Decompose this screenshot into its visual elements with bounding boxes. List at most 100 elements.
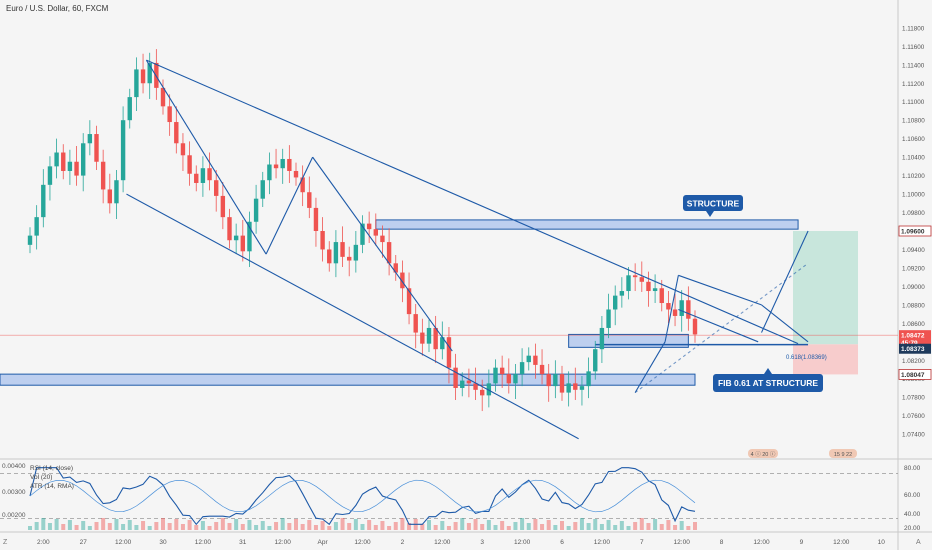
candle-body	[453, 367, 458, 388]
timezone-z-icon[interactable]: Z	[3, 539, 8, 546]
candle-body	[559, 374, 565, 393]
candle-body	[586, 371, 591, 387]
candle-body	[513, 374, 518, 384]
volume-bar	[466, 523, 471, 530]
time-tick-label: 12:00	[514, 539, 531, 546]
volume-bar	[380, 521, 385, 530]
event-marker-2[interactable]: 15 9 22	[829, 449, 857, 458]
price-tick-label: 1.09400	[902, 247, 925, 254]
event-marker-1[interactable]: 4 ⓘ 20 ⓘ	[748, 449, 778, 458]
price-badge-box	[899, 330, 931, 341]
price-tick-label: 1.08200	[902, 358, 925, 365]
time-tick-label: 12:00	[354, 539, 371, 546]
volume-bar	[613, 525, 618, 530]
volume-bar	[619, 521, 624, 530]
candle-body	[114, 180, 119, 204]
price-tick-label: 1.10000	[902, 192, 925, 199]
indicator-tick-20: 20.00	[904, 525, 921, 532]
time-tick-label: 8	[720, 539, 724, 546]
volume-bar	[141, 521, 146, 530]
drawings-layer[interactable]	[126, 59, 809, 440]
volume-bar	[254, 525, 259, 530]
candle-body	[519, 362, 525, 375]
candle-body	[227, 217, 232, 241]
candle-body	[27, 235, 33, 245]
volume-bar	[127, 520, 132, 530]
candle-body	[433, 327, 438, 350]
flag-upper	[678, 274, 762, 306]
candle-body	[493, 367, 498, 384]
time-tick-label: 12:00	[753, 539, 770, 546]
candle-body	[253, 198, 259, 222]
time-tick-label: 9	[800, 539, 804, 546]
candle-body	[573, 383, 578, 390]
channel-lower-line	[126, 193, 579, 440]
time-tick-label: 2	[401, 539, 405, 546]
candle-body	[333, 242, 339, 264]
candle-body	[406, 288, 412, 315]
candle-body	[460, 380, 465, 388]
price-tick-label: 1.07400	[902, 432, 925, 439]
price-tick-label: 1.10800	[902, 118, 925, 125]
time-tick-label: 10	[878, 539, 886, 546]
time-tick-label: 30	[159, 539, 167, 546]
atr-line	[29, 479, 696, 513]
zigzag-leg-1	[145, 59, 267, 255]
auto-scale-icon[interactable]: A	[916, 539, 921, 546]
candle-body	[539, 364, 545, 375]
volume-bar	[28, 526, 32, 530]
volume-bar	[287, 523, 292, 530]
volume-bar	[673, 525, 678, 530]
volume-bar	[134, 525, 139, 530]
candle-body	[593, 349, 598, 372]
candle-body	[34, 217, 39, 236]
price-tick-label: 1.08600	[902, 321, 925, 328]
price-tick-label: 1.08800	[902, 302, 925, 309]
candle-body	[666, 303, 671, 310]
candle-body	[180, 143, 186, 156]
candle-body	[386, 242, 392, 264]
price-tick-label: 1.10600	[902, 136, 925, 143]
volume-bar	[486, 520, 491, 530]
volume-bar	[161, 518, 165, 530]
volume-bar	[407, 523, 412, 530]
price-badge-box	[898, 225, 932, 237]
candle-body	[526, 355, 531, 363]
volume-bar	[360, 524, 365, 530]
price-tick-label: 1.07600	[902, 413, 925, 420]
stop-box	[793, 344, 858, 375]
structure-callout[interactable]: STRUCTURE	[683, 195, 743, 217]
time-tick-label: 12:00	[434, 539, 451, 546]
volume-bar	[121, 524, 126, 530]
time-tick-label: 12:00	[195, 539, 212, 546]
volume-bar	[653, 519, 658, 530]
candle-body	[639, 277, 644, 282]
candle-body	[679, 300, 684, 316]
volume-bar	[214, 522, 219, 530]
volume-bar	[639, 518, 644, 530]
volume-bar	[473, 519, 478, 530]
candle-body	[632, 275, 638, 278]
volume-bar	[433, 525, 438, 530]
candle-body	[506, 374, 511, 384]
volume-bar	[101, 518, 106, 530]
volume-bar	[427, 520, 431, 530]
candle-body	[81, 143, 86, 176]
zigzag-leg-3	[312, 156, 453, 352]
volume-bar	[194, 525, 199, 530]
candle-body	[187, 155, 192, 174]
candle-body	[94, 134, 99, 162]
volume-bar	[546, 520, 551, 530]
volume-bar	[61, 524, 66, 530]
indicator-legend-vol: Vol (20)	[30, 474, 52, 481]
volume-bar	[347, 523, 352, 530]
candle-body	[480, 389, 485, 396]
volume-bar	[526, 523, 531, 530]
candle-body	[107, 189, 112, 204]
price-tick-label: 1.11400	[902, 62, 925, 69]
time-tick-label: 12:00	[833, 539, 850, 546]
fib-callout[interactable]: FIB 0.61 AT STRUCTURE	[713, 368, 823, 392]
candle-body	[307, 192, 312, 208]
candle-body	[692, 318, 698, 335]
